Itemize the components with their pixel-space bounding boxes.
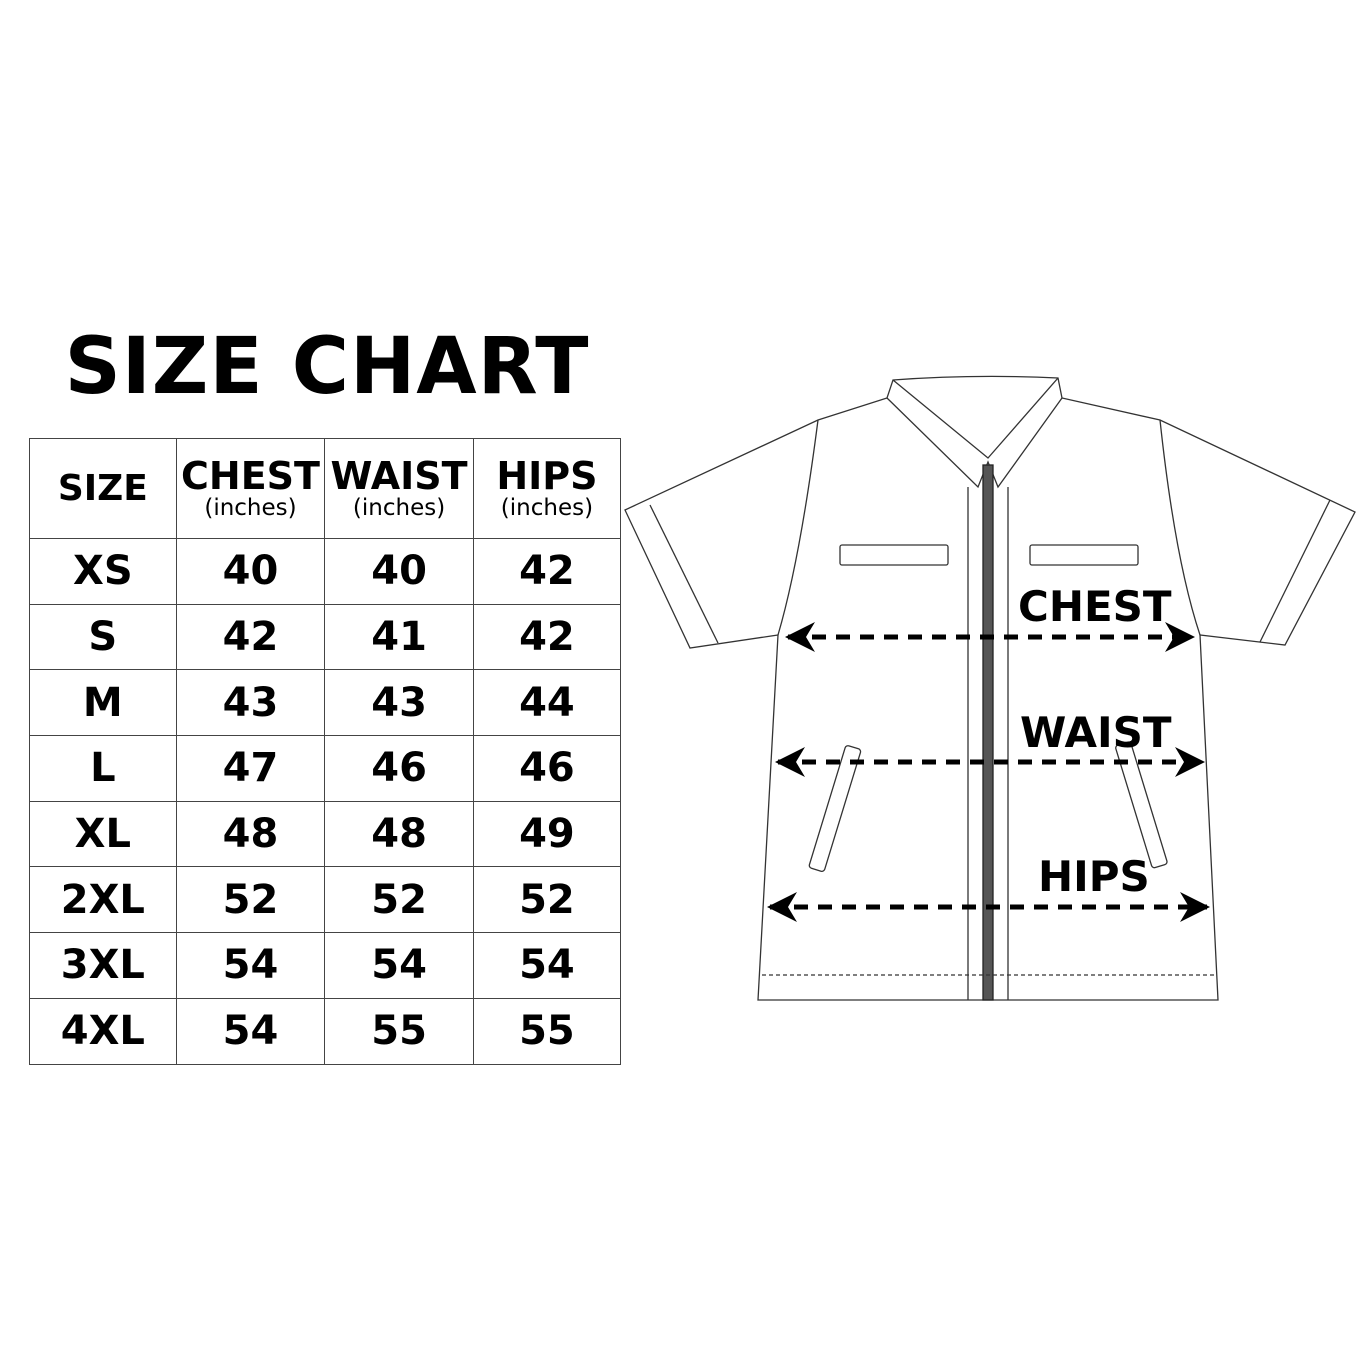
cell-hips: 49 [472,800,622,868]
hips-label: HIPS [1038,852,1150,901]
cell-hips: 44 [472,669,622,737]
shirt-body-outline [624,375,1356,1001]
table-row: 3XL 54 54 54 [29,932,622,999]
cell-size: S [29,603,177,671]
cell-hips: 55 [472,997,622,1065]
header-hips: HIPS (inches) [472,438,622,539]
cell-chest: 52 [175,866,326,934]
cell-size: XL [29,800,177,868]
cell-chest: 48 [175,800,326,868]
header-chest: CHEST (inches) [175,438,326,539]
table-row: 4XL 54 55 55 [29,997,622,1065]
cell-size: 2XL [29,866,177,934]
table-header-row: SIZE CHEST (inches) WAIST (inches) HIPS (in… [29,438,622,539]
right-chest-pocket [1029,544,1139,566]
header-unit: (inches) [204,494,297,521]
header-unit: (inches) [500,494,594,521]
cell-chest: 54 [175,932,326,999]
table-row: XL 48 48 49 [29,800,622,868]
cell-hips: 54 [472,932,622,999]
table-row: L 47 46 46 [29,735,622,802]
right-cuff [1259,499,1331,643]
left-cuff [649,504,719,644]
cell-size: M [29,669,177,737]
waist-label: WAIST [1020,708,1172,757]
cell-hips: 46 [472,735,622,802]
zipper-icon [982,464,994,1001]
chest-label: CHEST [1018,582,1172,631]
header-waist: WAIST (inches) [324,438,474,539]
cell-waist: 52 [324,866,474,934]
left-chest-pocket [839,544,949,566]
header-label: HIPS [496,453,598,498]
cell-chest: 54 [175,997,326,1065]
page-title: SIZE CHART [64,322,590,412]
cell-waist: 46 [324,735,474,802]
table-row: S 42 41 42 [29,603,622,671]
header-label: SIZE [57,467,148,509]
cell-hips: 42 [472,603,622,671]
right-armhole [1159,419,1201,636]
cell-chest: 47 [175,735,326,802]
header-size: SIZE [29,438,177,539]
cell-size: 4XL [29,997,177,1065]
cell-waist: 41 [324,603,474,671]
cell-size: XS [29,538,177,605]
table-row: XS 40 40 42 [29,538,622,605]
cell-chest: 43 [175,669,326,737]
cell-size: L [29,735,177,802]
header-label: WAIST [330,453,468,498]
cell-waist: 40 [324,538,474,605]
table-row: M 43 43 44 [29,669,622,737]
header-unit: (inches) [352,494,446,521]
cell-chest: 42 [175,603,326,671]
right-lower-pocket [1115,741,1168,869]
table-row: 2XL 52 52 52 [29,866,622,934]
cell-size: 3XL [29,932,177,999]
cell-waist: 55 [324,997,474,1065]
header-label: CHEST [181,453,320,498]
cell-waist: 43 [324,669,474,737]
collar [886,377,1063,489]
left-armhole [777,419,819,636]
cell-hips: 52 [472,866,622,934]
size-table: SIZE CHEST (inches) WAIST (inches) HIPS (in… [29,438,622,1065]
